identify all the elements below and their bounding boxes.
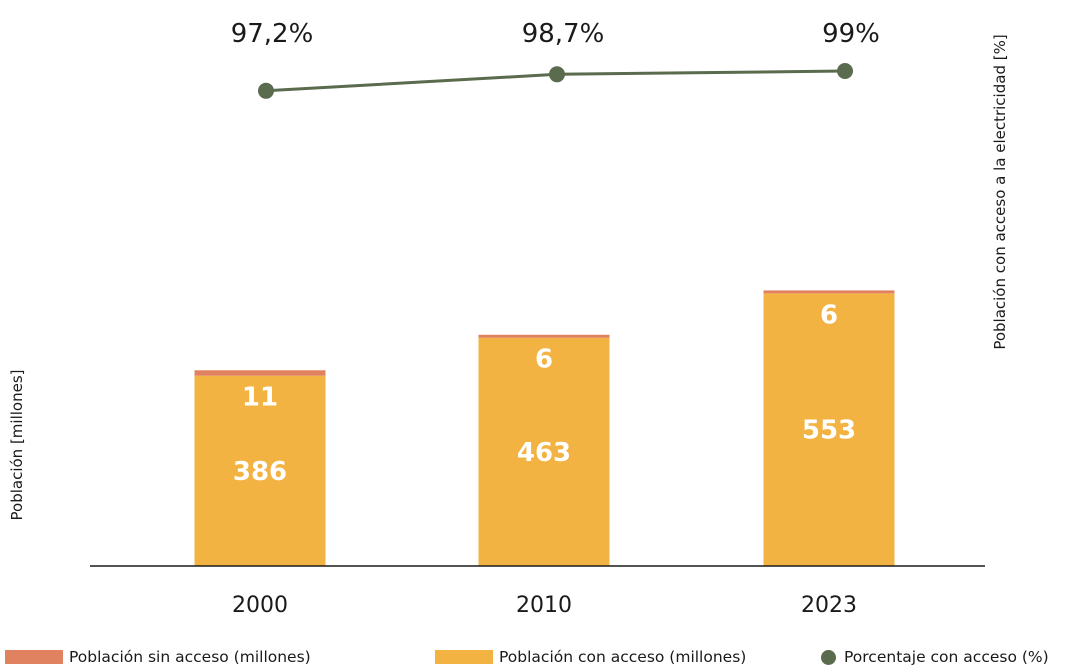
bar-label-con-acceso-2010: 463 — [517, 438, 571, 468]
bar-con-acceso-2000 — [194, 375, 326, 566]
percent-label-2000: 97,2% — [231, 19, 314, 49]
bar-label-sin-acceso-2010: 6 — [535, 345, 553, 375]
legend-label-porcentaje: Porcentaje con acceso (%) — [844, 648, 1049, 666]
x-tick-label-2010: 2010 — [516, 593, 572, 618]
legend-label-sin-acceso: Población sin acceso (millones) — [69, 648, 311, 666]
legend-swatch-con-acceso — [435, 650, 493, 664]
legend-swatch-sin-acceso — [5, 650, 63, 664]
legend-item-porcentaje: Porcentaje con acceso (%) — [821, 648, 1049, 666]
legend-dot-porcentaje — [821, 649, 836, 665]
legend-item-con-acceso: Población con acceso (millones) — [435, 648, 746, 666]
y-axis-title: Población [millones] — [8, 370, 26, 521]
percent-label-2023: 99% — [822, 19, 880, 49]
percent-point-2000 — [258, 82, 274, 99]
bar-sin-acceso-2023 — [763, 290, 895, 294]
legend-item-sin-acceso: Población sin acceso (millones) — [5, 648, 311, 666]
bar-con-acceso-2010 — [478, 337, 610, 566]
percent-label-2010: 98,7% — [522, 19, 605, 49]
legend-label-con-acceso: Población con acceso (millones) — [499, 648, 747, 666]
x-tick-labels: 2000 2010 2023 — [232, 593, 857, 618]
bar-con-acceso-2023 — [763, 293, 895, 566]
x-tick-label-2000: 2000 — [232, 593, 288, 618]
percent-line-group: 97,2% 98,7% 99% — [231, 19, 880, 99]
bar-label-sin-acceso-2000: 11 — [242, 383, 278, 413]
bar-sin-acceso-2010 — [478, 334, 610, 338]
bar-label-con-acceso-2000: 386 — [233, 457, 287, 487]
percent-point-2010 — [549, 66, 565, 83]
bar-label-sin-acceso-2023: 6 — [820, 300, 838, 330]
y2-axis-title: Población con acceso a la electricidad [… — [991, 34, 1009, 349]
bars-group: 386 11 463 6 553 6 — [194, 290, 895, 566]
x-tick-label-2023: 2023 — [801, 593, 857, 618]
percent-point-2023 — [837, 63, 853, 79]
bar-label-con-acceso-2023: 553 — [802, 416, 856, 446]
legend: Población sin acceso (millones) Població… — [0, 648, 1071, 670]
bar-sin-acceso-2000 — [194, 370, 326, 376]
